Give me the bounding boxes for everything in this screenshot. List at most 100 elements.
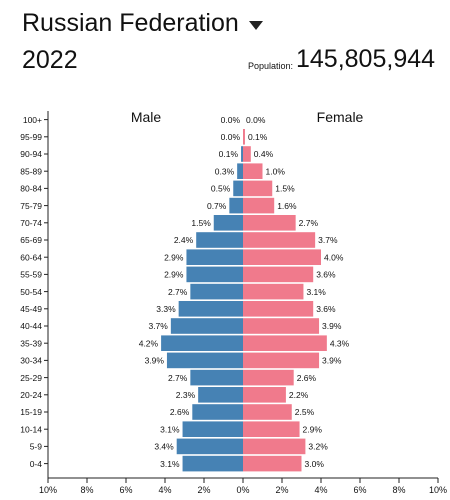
male-value-label: 3.7% [148, 321, 168, 331]
female-value-label: 1.5% [275, 184, 295, 194]
female-bar [243, 283, 304, 300]
male-bar [182, 421, 243, 437]
female-bar [243, 266, 314, 283]
female-bar [243, 335, 327, 351]
male-bar [198, 387, 243, 403]
female-value-label: 0.0% [246, 115, 266, 125]
female-value-label: 2.7% [299, 218, 319, 228]
male-value-label: 3.4% [154, 442, 174, 452]
y-tick-label: 0-4 [30, 459, 43, 469]
female-value-label: 0.1% [248, 132, 268, 142]
y-tick-label: 95-99 [20, 132, 42, 142]
female-bar [243, 163, 263, 179]
male-bar [170, 318, 243, 334]
x-tick-label: 2% [197, 485, 210, 495]
population-value: 145,805,944 [296, 45, 436, 73]
y-tick-label: 70-74 [20, 218, 42, 228]
male-bar [190, 283, 243, 300]
y-tick-label: 80-84 [20, 184, 42, 194]
male-bar [178, 301, 243, 317]
country-name: Russian Federation [22, 9, 239, 37]
male-bar [213, 215, 243, 231]
female-bar [243, 249, 321, 265]
male-value-label: 3.1% [160, 459, 180, 469]
country-selector[interactable]: Russian Federation [22, 6, 263, 40]
male-bar [233, 180, 243, 197]
y-tick-label: 75-79 [20, 201, 42, 211]
male-value-label: 2.9% [164, 252, 184, 262]
y-tick-label: 35-39 [20, 338, 42, 348]
y-tick-label: 25-29 [20, 373, 42, 383]
x-tick-label: 6% [119, 485, 132, 495]
male-value-label: 1.5% [191, 218, 211, 228]
female-value-label: 3.2% [308, 442, 328, 452]
x-tick-label: 4% [158, 485, 171, 495]
y-tick-label: 100+ [23, 115, 42, 125]
male-value-label: 3.3% [156, 304, 176, 314]
female-value-label: 3.9% [322, 321, 342, 331]
female-bar [243, 387, 286, 403]
female-value-label: 4.3% [330, 338, 350, 348]
female-bar [243, 197, 275, 214]
year-label: 2022 [22, 46, 78, 74]
male-value-label: 2.7% [168, 373, 188, 383]
female-value-label: 2.5% [295, 407, 315, 417]
female-value-label: 3.0% [305, 459, 325, 469]
female-bar [243, 215, 296, 231]
male-value-label: 0.0% [221, 132, 241, 142]
x-tick-label: 8% [392, 485, 405, 495]
male-value-label: 0.5% [211, 184, 231, 194]
male-bar [190, 369, 243, 386]
male-bar [186, 266, 243, 283]
y-tick-label: 55-59 [20, 270, 42, 280]
male-value-label: 0.3% [215, 166, 235, 176]
female-bar [243, 421, 300, 437]
female-bar [243, 438, 306, 455]
y-tick-label: 45-49 [20, 304, 42, 314]
female-value-label: 2.6% [297, 373, 317, 383]
female-bar [243, 318, 320, 334]
x-tick-label: 6% [353, 485, 366, 495]
legend-female: Female [317, 109, 364, 125]
y-tick-label: 85-89 [20, 166, 42, 176]
male-bar [186, 249, 243, 265]
male-bar [182, 455, 243, 472]
male-value-label: 2.3% [176, 390, 196, 400]
y-tick-label: 15-19 [20, 407, 42, 417]
y-tick-label: 60-64 [20, 252, 42, 262]
male-value-label: 3.1% [160, 424, 180, 434]
female-bar [243, 129, 245, 145]
x-tick-label: 4% [314, 485, 327, 495]
x-tick-label: 10% [429, 485, 447, 495]
female-value-label: 3.6% [316, 270, 336, 280]
male-bar [237, 163, 243, 179]
female-bar [243, 146, 251, 162]
male-value-label: 2.9% [164, 270, 184, 280]
male-bar [161, 335, 243, 351]
female-bar [243, 180, 273, 197]
male-value-label: 0.1% [219, 149, 239, 159]
male-value-label: 2.6% [170, 407, 190, 417]
y-tick-label: 5-9 [30, 442, 43, 452]
female-bar [243, 369, 294, 386]
y-tick-label: 65-69 [20, 235, 42, 245]
female-value-label: 4.0% [324, 252, 344, 262]
female-bar [243, 404, 292, 420]
y-tick-label: 30-34 [20, 356, 42, 366]
population-label: Population: [248, 61, 294, 71]
y-tick-label: 50-54 [20, 287, 42, 297]
y-tick-label: 20-24 [20, 390, 42, 400]
male-bar [229, 197, 243, 214]
female-value-label: 3.9% [322, 356, 342, 366]
x-tick-label: 10% [39, 485, 57, 495]
female-value-label: 2.2% [289, 390, 309, 400]
male-bar [196, 232, 243, 248]
female-value-label: 1.6% [277, 201, 297, 211]
dropdown-caret-icon[interactable] [248, 20, 263, 30]
female-value-label: 2.9% [303, 424, 323, 434]
y-tick-label: 10-14 [20, 424, 42, 434]
female-value-label: 3.7% [318, 235, 338, 245]
female-value-label: 0.4% [254, 149, 274, 159]
female-bar [243, 232, 316, 248]
